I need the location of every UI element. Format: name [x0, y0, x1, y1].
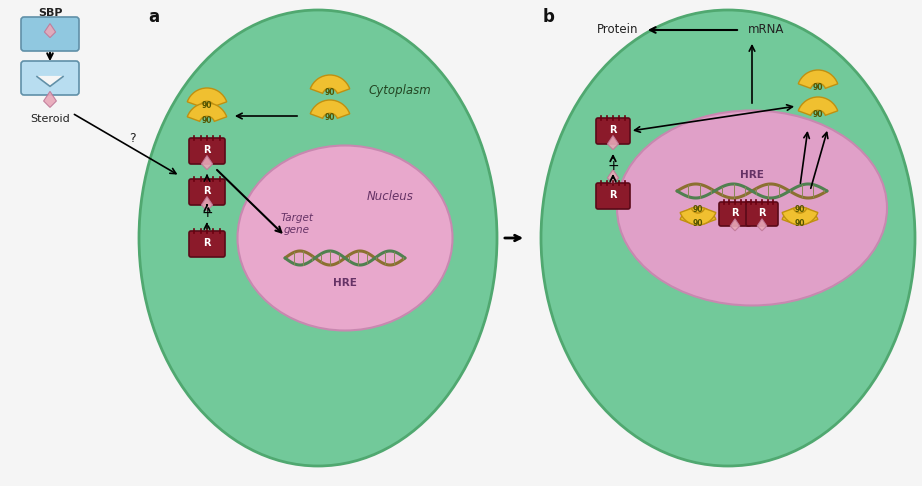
Wedge shape: [680, 208, 715, 225]
Wedge shape: [798, 97, 838, 115]
Text: b: b: [543, 8, 555, 26]
Polygon shape: [757, 219, 767, 231]
Text: Steroid: Steroid: [30, 114, 70, 124]
Text: Target
gene: Target gene: [280, 213, 313, 235]
Text: R: R: [203, 186, 211, 196]
Wedge shape: [187, 103, 227, 122]
Text: R: R: [609, 125, 617, 135]
Text: 90: 90: [325, 113, 336, 122]
Polygon shape: [201, 197, 213, 210]
Polygon shape: [730, 219, 739, 231]
Text: ?: ?: [129, 132, 136, 144]
Polygon shape: [43, 91, 56, 107]
FancyBboxPatch shape: [596, 118, 630, 144]
FancyBboxPatch shape: [189, 231, 225, 257]
Text: SBP: SBP: [38, 8, 63, 18]
Text: 90: 90: [325, 88, 336, 97]
FancyBboxPatch shape: [21, 17, 79, 51]
Polygon shape: [201, 156, 213, 170]
Ellipse shape: [238, 145, 453, 330]
Text: Nucleus: Nucleus: [367, 190, 413, 203]
FancyBboxPatch shape: [719, 202, 751, 226]
Text: 90: 90: [202, 101, 212, 110]
Polygon shape: [608, 170, 619, 184]
FancyBboxPatch shape: [746, 202, 778, 226]
Polygon shape: [44, 24, 55, 37]
FancyBboxPatch shape: [189, 138, 225, 164]
Polygon shape: [37, 77, 63, 87]
Text: HRE: HRE: [740, 170, 764, 180]
Text: HRE: HRE: [333, 278, 357, 288]
Wedge shape: [311, 100, 349, 118]
Wedge shape: [782, 208, 818, 225]
FancyBboxPatch shape: [189, 179, 225, 205]
Text: 90: 90: [692, 219, 703, 227]
Wedge shape: [798, 70, 838, 88]
FancyBboxPatch shape: [596, 183, 630, 209]
Text: +: +: [201, 206, 213, 220]
Text: R: R: [203, 238, 211, 248]
Ellipse shape: [139, 10, 497, 466]
Text: R: R: [731, 208, 739, 218]
Ellipse shape: [541, 10, 915, 466]
Wedge shape: [782, 207, 818, 224]
FancyBboxPatch shape: [21, 61, 79, 95]
Text: R: R: [758, 208, 766, 218]
Text: R: R: [203, 145, 211, 155]
Ellipse shape: [617, 110, 887, 306]
Text: 90: 90: [813, 110, 823, 119]
Text: Cytoplasm: Cytoplasm: [369, 85, 431, 98]
Text: R: R: [609, 190, 617, 200]
Wedge shape: [187, 88, 227, 106]
Wedge shape: [311, 75, 349, 93]
Text: mRNA: mRNA: [748, 23, 785, 36]
Text: a: a: [148, 8, 160, 26]
Text: 90: 90: [202, 116, 212, 125]
Text: 90: 90: [795, 205, 805, 213]
Text: +: +: [608, 159, 619, 173]
Text: 90: 90: [692, 205, 703, 213]
Wedge shape: [680, 207, 715, 224]
Polygon shape: [608, 136, 619, 150]
Text: 90: 90: [813, 83, 823, 92]
Text: 90: 90: [795, 219, 805, 227]
Text: Protein: Protein: [597, 23, 638, 36]
